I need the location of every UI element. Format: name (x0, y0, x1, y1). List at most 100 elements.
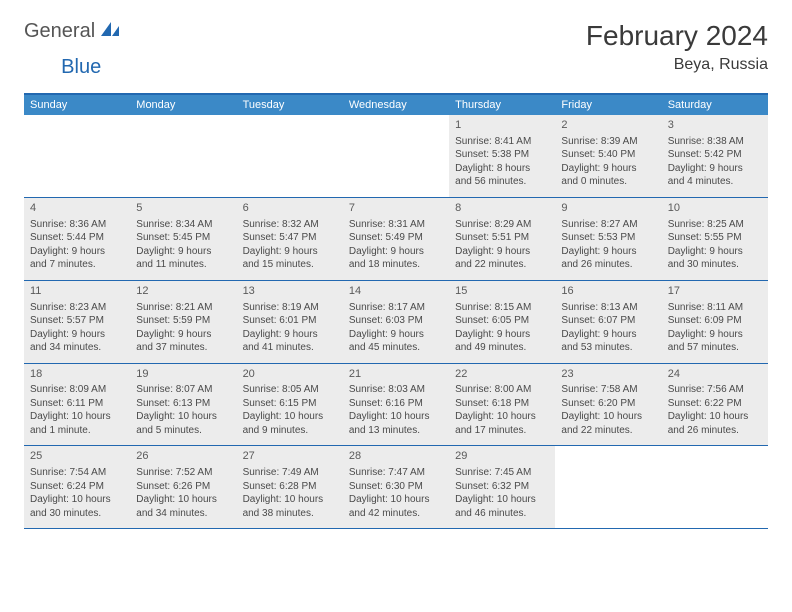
calendar-grid: SundayMondayTuesdayWednesdayThursdayFrid… (24, 95, 768, 529)
sunset-line: Sunset: 6:01 PM (243, 314, 337, 328)
sunrise-line: Sunrise: 7:58 AM (561, 383, 655, 397)
sunrise-line: Sunrise: 8:05 AM (243, 383, 337, 397)
day2-line: and 38 minutes. (243, 507, 337, 521)
sun-info: Sunrise: 7:47 AMSunset: 6:30 PMDaylight:… (349, 466, 443, 520)
sun-info: Sunrise: 7:52 AMSunset: 6:26 PMDaylight:… (136, 466, 230, 520)
day-cell: 25Sunrise: 7:54 AMSunset: 6:24 PMDayligh… (24, 446, 130, 528)
sun-info: Sunrise: 8:36 AMSunset: 5:44 PMDaylight:… (30, 218, 124, 272)
location: Beya, Russia (586, 56, 768, 74)
sun-info: Sunrise: 7:56 AMSunset: 6:22 PMDaylight:… (668, 383, 762, 437)
day-header: Monday (130, 95, 236, 115)
sunset-line: Sunset: 6:05 PM (455, 314, 549, 328)
day2-line: and 41 minutes. (243, 341, 337, 355)
date-number: 15 (455, 284, 549, 299)
sunrise-line: Sunrise: 8:39 AM (561, 135, 655, 149)
date-number: 19 (136, 367, 230, 382)
day1-line: Daylight: 10 hours (455, 493, 549, 507)
day2-line: and 30 minutes. (30, 507, 124, 521)
day1-line: Daylight: 9 hours (30, 245, 124, 259)
date-number: 20 (243, 367, 337, 382)
day1-line: Daylight: 10 hours (30, 493, 124, 507)
day-cell: 18Sunrise: 8:09 AMSunset: 6:11 PMDayligh… (24, 364, 130, 446)
day-cell: 16 Sunrise: 8:13 AMSunset: 6:07 PMDayligh… (555, 281, 661, 363)
sunset-line: Sunset: 5:47 PM (243, 231, 337, 245)
date-number: 27 (243, 449, 337, 464)
day-cell: 15Sunrise: 8:15 AMSunset: 6:05 PMDayligh… (449, 281, 555, 363)
day-header: Thursday (449, 95, 555, 115)
day1-line: Daylight: 10 hours (455, 410, 549, 424)
day2-line: and 1 minute. (30, 424, 124, 438)
date-number: 4 (30, 201, 124, 216)
date-number: 16 (561, 284, 655, 299)
day-cell: 28 Sunrise: 7:47 AMSunset: 6:30 PMDayligh… (343, 446, 449, 528)
date-number: 1 (455, 118, 549, 133)
day2-line: and 22 minutes. (561, 424, 655, 438)
day1-line: Daylight: 9 hours (561, 328, 655, 342)
date-number: 17 (668, 284, 762, 299)
sunrise-line: Sunrise: 8:13 AM (561, 301, 655, 315)
sunset-line: Sunset: 5:55 PM (668, 231, 762, 245)
logo-text-blue: Blue (61, 56, 101, 79)
sunrise-line: Sunrise: 8:17 AM (349, 301, 443, 315)
sun-info: Sunrise: 8:39 AMSunset: 5:40 PMDaylight:… (561, 135, 655, 189)
logo-text-general: General (24, 20, 95, 43)
day2-line: and 37 minutes. (136, 341, 230, 355)
empty-cell (555, 446, 661, 528)
date-number: 28 (349, 449, 443, 464)
sun-info: Sunrise: 8:23 AMSunset: 5:57 PMDaylight:… (30, 301, 124, 355)
day1-line: Daylight: 9 hours (243, 245, 337, 259)
sunrise-line: Sunrise: 7:47 AM (349, 466, 443, 480)
day-cell: 10Sunrise: 8:25 AMSunset: 5:55 PMDayligh… (662, 198, 768, 280)
sun-info: Sunrise: 8:29 AMSunset: 5:51 PMDaylight:… (455, 218, 549, 272)
sunrise-line: Sunrise: 8:36 AM (30, 218, 124, 232)
sunrise-line: Sunrise: 8:29 AM (455, 218, 549, 232)
day-cell: 1Sunrise: 8:41 AMSunset: 5:38 PMDaylight… (449, 115, 555, 197)
sunset-line: Sunset: 5:42 PM (668, 148, 762, 162)
sunrise-line: Sunrise: 8:19 AM (243, 301, 337, 315)
day1-line: Daylight: 9 hours (349, 245, 443, 259)
sunset-line: Sunset: 6:26 PM (136, 480, 230, 494)
sun-info: Sunrise: 8:25 AMSunset: 5:55 PMDaylight:… (668, 218, 762, 272)
day2-line: and 17 minutes. (455, 424, 549, 438)
day-cell: 12Sunrise: 8:21 AMSunset: 5:59 PMDayligh… (130, 281, 236, 363)
sun-info: Sunrise: 8:00 AMSunset: 6:18 PMDaylight:… (455, 383, 549, 437)
sunset-line: Sunset: 6:20 PM (561, 397, 655, 411)
sunset-line: Sunset: 6:30 PM (349, 480, 443, 494)
sun-info: Sunrise: 7:58 AMSunset: 6:20 PMDaylight:… (561, 383, 655, 437)
day-cell: 8Sunrise: 8:29 AMSunset: 5:51 PMDaylight… (449, 198, 555, 280)
day2-line: and 46 minutes. (455, 507, 549, 521)
month-title: February 2024 (586, 20, 768, 52)
day-cell: 27 Sunrise: 7:49 AMSunset: 6:28 PMDayligh… (237, 446, 343, 528)
day-cell: 26Sunrise: 7:52 AMSunset: 6:26 PMDayligh… (130, 446, 236, 528)
sunrise-line: Sunrise: 8:25 AM (668, 218, 762, 232)
sun-info: Sunrise: 8:17 AMSunset: 6:03 PMDaylight:… (349, 301, 443, 355)
sunset-line: Sunset: 5:38 PM (455, 148, 549, 162)
sunset-line: Sunset: 6:16 PM (349, 397, 443, 411)
sunset-line: Sunset: 6:15 PM (243, 397, 337, 411)
day2-line: and 9 minutes. (243, 424, 337, 438)
day2-line: and 56 minutes. (455, 175, 549, 189)
date-number: 23 (561, 367, 655, 382)
day2-line: and 13 minutes. (349, 424, 443, 438)
logo-sail-icon (99, 20, 121, 43)
day2-line: and 34 minutes. (136, 507, 230, 521)
day-cell: 3Sunrise: 8:38 AMSunset: 5:42 PMDaylight… (662, 115, 768, 197)
sun-info: Sunrise: 8:13 AMSunset: 6:07 PMDaylight:… (561, 301, 655, 355)
empty-cell (237, 115, 343, 197)
day2-line: and 22 minutes. (455, 258, 549, 272)
day-cell: 23Sunrise: 7:58 AMSunset: 6:20 PMDayligh… (555, 364, 661, 446)
day1-line: Daylight: 9 hours (455, 245, 549, 259)
day-cell: 14 Sunrise: 8:17 AMSunset: 6:03 PMDayligh… (343, 281, 449, 363)
day-header: Friday (555, 95, 661, 115)
sun-info: Sunrise: 7:49 AMSunset: 6:28 PMDaylight:… (243, 466, 337, 520)
day1-line: Daylight: 9 hours (136, 245, 230, 259)
day1-line: Daylight: 9 hours (349, 328, 443, 342)
sunrise-line: Sunrise: 8:03 AM (349, 383, 443, 397)
empty-cell (662, 446, 768, 528)
sunrise-line: Sunrise: 8:15 AM (455, 301, 549, 315)
sunrise-line: Sunrise: 8:07 AM (136, 383, 230, 397)
sunrise-line: Sunrise: 7:54 AM (30, 466, 124, 480)
sunset-line: Sunset: 6:22 PM (668, 397, 762, 411)
date-number: 14 (349, 284, 443, 299)
sun-info: Sunrise: 7:45 AMSunset: 6:32 PMDaylight:… (455, 466, 549, 520)
